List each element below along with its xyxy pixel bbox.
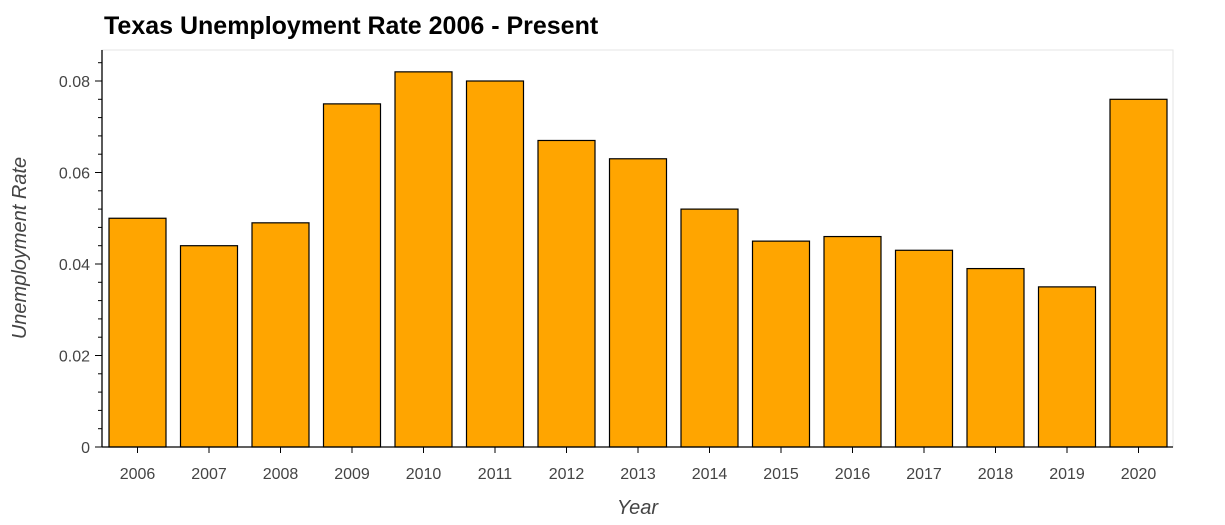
bar-2008: [251, 222, 310, 448]
bar-2015: [751, 240, 811, 448]
x-axis: 2006 2007 2008 2009 2010 2011 2012 2013 2014 2015…: [102, 446, 1173, 483]
x-tick-label: 2007: [191, 466, 227, 483]
x-tick-label: 2008: [263, 466, 299, 483]
x-tick-label: 2015: [763, 466, 799, 483]
y-tick-label: 0.06: [59, 166, 90, 183]
bar-2010: [394, 71, 453, 448]
x-axis-label: Year: [617, 497, 659, 519]
x-tick-label: 2006: [120, 466, 156, 483]
bar-2014: [680, 208, 739, 448]
bar-2006: [108, 217, 167, 448]
x-tick-label: 2010: [406, 466, 442, 483]
bar-2013: [608, 158, 668, 448]
bar-2011: [465, 80, 525, 448]
bar-2016: [823, 235, 882, 448]
x-tick-label: 2013: [620, 466, 656, 483]
bar-2018: [966, 267, 1025, 448]
y-tick-label: 0.02: [59, 349, 90, 366]
y-axis: 0 0.02 0.04 0.06 0.08: [59, 50, 103, 457]
x-tick-label: 2009: [334, 466, 370, 483]
bar-2009: [322, 103, 382, 448]
x-tick-label: 2011: [478, 466, 513, 483]
bar-2019: [1037, 286, 1097, 448]
x-tick-label: 2017: [906, 466, 942, 483]
y-tick-label: 0.08: [59, 74, 90, 91]
y-tick-label: 0.04: [59, 257, 90, 274]
x-tick-label: 2019: [1049, 466, 1085, 483]
x-tick-label: 2014: [692, 466, 728, 483]
bar-2017: [894, 249, 954, 448]
x-tick-label: 2016: [835, 466, 871, 483]
x-tick-label: 2012: [549, 466, 585, 483]
y-axis-label: Unemployment Rate: [9, 157, 31, 339]
bar-2020: [1109, 98, 1168, 448]
bars-group: [108, 71, 1168, 448]
x-tick-label: 2020: [1121, 466, 1157, 483]
bar-2007: [179, 245, 239, 448]
x-tick-label: 2018: [978, 466, 1014, 483]
chart-title: Texas Unemployment Rate 2006 - Present: [104, 12, 599, 40]
bar-2012: [537, 139, 596, 448]
y-tick-label: 0: [81, 440, 90, 457]
